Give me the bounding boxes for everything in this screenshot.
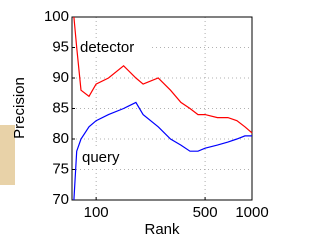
x-tick-label: 500 bbox=[193, 204, 218, 221]
y-tick-label: 70 bbox=[52, 191, 69, 208]
series-line bbox=[74, 17, 252, 133]
y-tick-label: 100 bbox=[44, 8, 69, 25]
y-tick-label: 90 bbox=[52, 69, 69, 86]
x-axis-label: Rank bbox=[144, 221, 180, 238]
legend-label: detector bbox=[80, 39, 134, 56]
y-tick-label: 80 bbox=[52, 130, 69, 147]
x-tick-label: 1000 bbox=[235, 204, 268, 221]
y-tick-label: 85 bbox=[52, 99, 69, 116]
y-tick-label: 95 bbox=[52, 38, 69, 55]
y-axis-label: Precision bbox=[11, 77, 28, 139]
y-tick-label: 75 bbox=[52, 160, 69, 177]
x-tick-label: 100 bbox=[84, 204, 109, 221]
legend-label: query bbox=[82, 149, 120, 166]
chart: Precision Rank 70 75 80 85 90 95 100 100 500 1000… bbox=[0, 0, 278, 243]
